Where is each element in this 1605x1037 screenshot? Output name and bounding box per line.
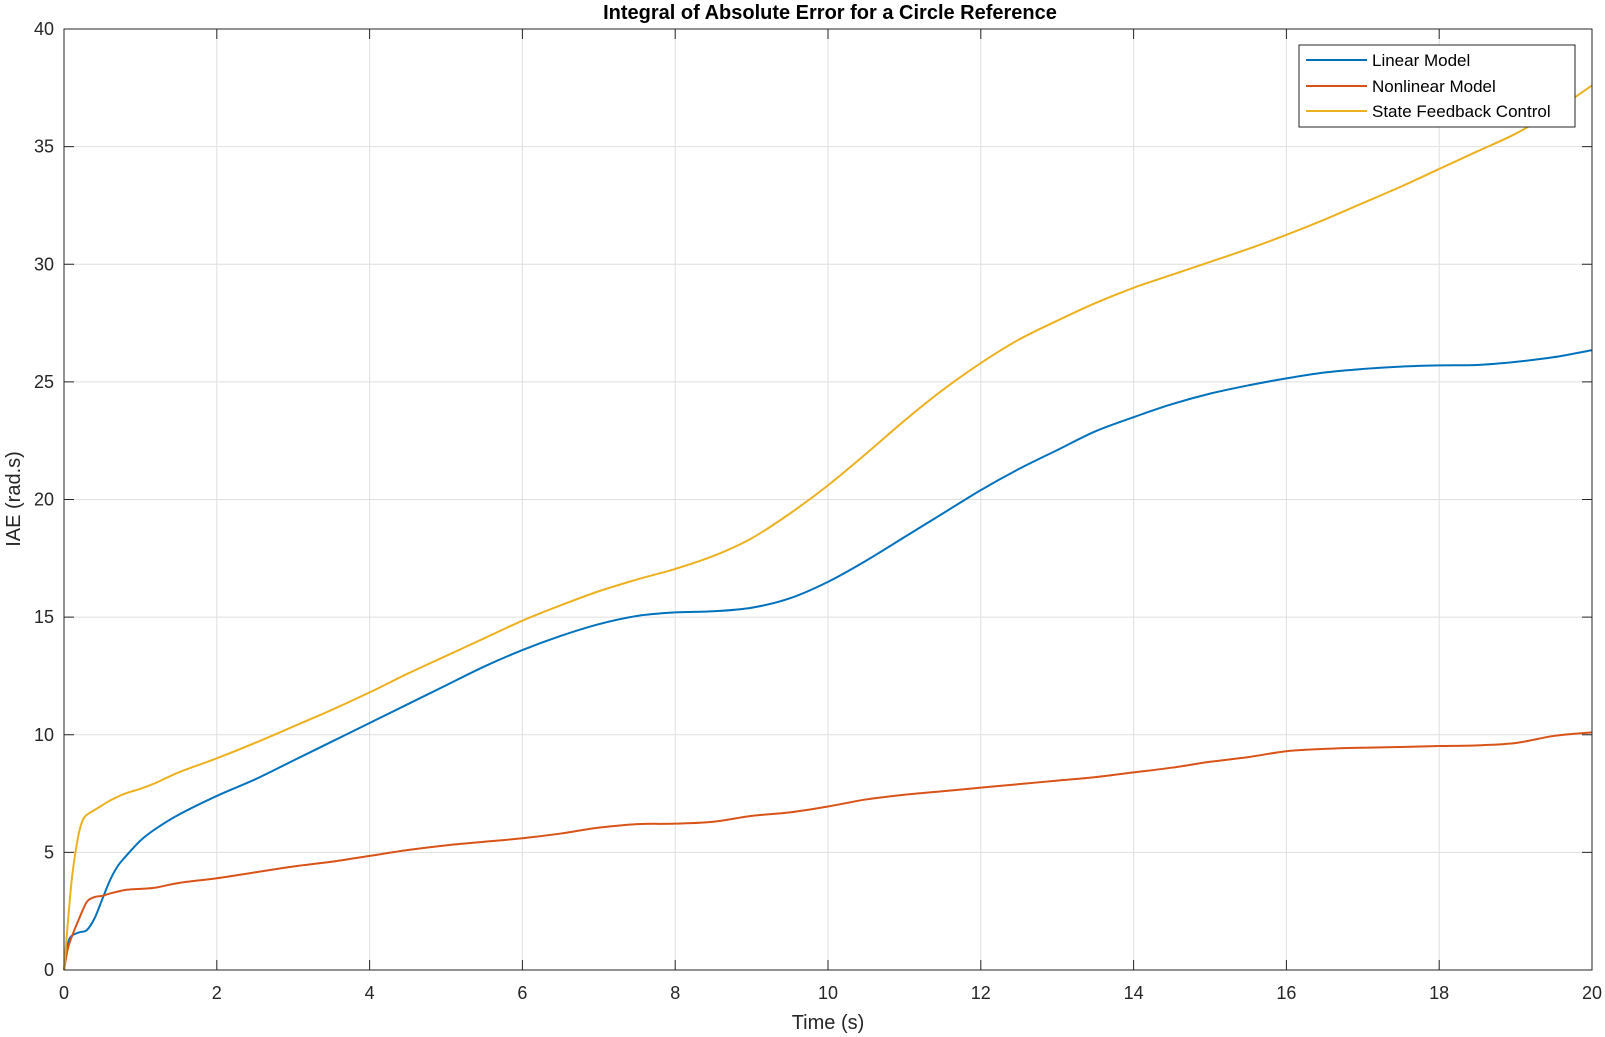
y-axis-label: IAE (rad.s) (3, 451, 25, 547)
chart-title: Integral of Absolute Error for a Circle … (603, 2, 1057, 24)
x-tick-label: 2 (212, 983, 222, 1003)
series-line-state-feedback-control (63, 84, 1593, 971)
x-tick-label: 20 (1582, 983, 1602, 1003)
legend-label-nonlinear: Nonlinear Model (1372, 77, 1496, 96)
series-line-nonlinear-model (63, 731, 1593, 971)
series-line-linear-model (63, 349, 1593, 971)
y-tick-label: 20 (34, 490, 54, 510)
x-tick-label: 16 (1276, 983, 1296, 1003)
y-tick-label: 40 (34, 19, 54, 39)
x-tick-label: 4 (365, 983, 375, 1003)
x-tick-label: 12 (971, 983, 991, 1003)
y-tick-label: 5 (44, 842, 54, 862)
legend-label-linear: Linear Model (1372, 51, 1470, 70)
x-tick-label: 0 (59, 983, 69, 1003)
axes: 0 2 4 6 8 10 12 14 16 18 20 0 5 10 15 20 25 30 35 40 (34, 19, 1602, 1003)
x-axis-label: Time (s) (792, 1012, 865, 1034)
legend: Linear Model Nonlinear Model State Feedb… (1298, 44, 1576, 128)
y-tick-label: 30 (34, 254, 54, 274)
x-tick-label: 10 (818, 983, 838, 1003)
y-tick-label: 0 (44, 960, 54, 980)
y-tick-label: 10 (34, 725, 54, 745)
series-lines (63, 84, 1593, 971)
x-tick-label: 8 (670, 983, 680, 1003)
x-tick-label: 14 (1124, 983, 1144, 1003)
y-tick-label: 25 (34, 372, 54, 392)
y-tick-label: 15 (34, 607, 54, 627)
y-tick-label: 35 (34, 137, 54, 157)
x-tick-label: 6 (517, 983, 527, 1003)
legend-label-state-feedback: State Feedback Control (1372, 102, 1551, 121)
x-tick-label: 18 (1429, 983, 1449, 1003)
